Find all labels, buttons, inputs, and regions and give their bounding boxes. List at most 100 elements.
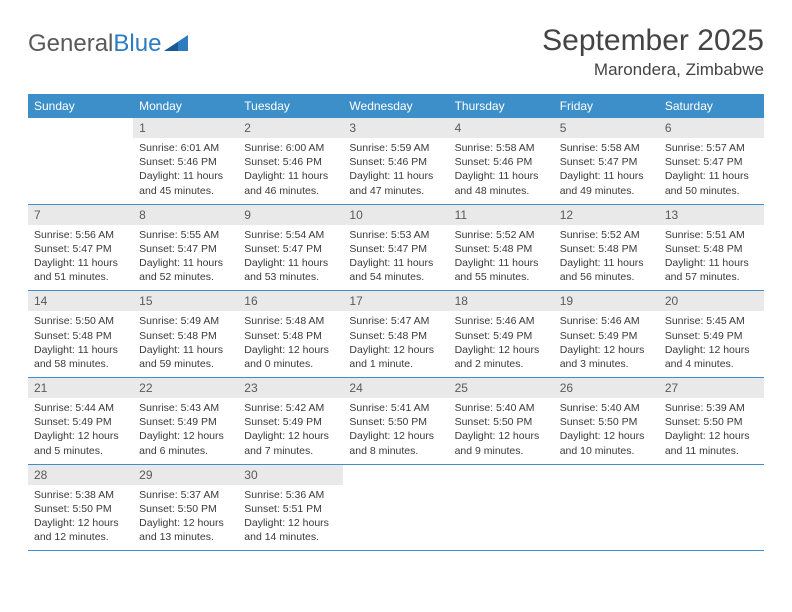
day-info-line: Daylight: 11 hours [665,256,758,270]
day-body: Sunrise: 5:40 AMSunset: 5:50 PMDaylight:… [554,398,659,464]
week-row: 14Sunrise: 5:50 AMSunset: 5:48 PMDayligh… [28,291,764,378]
day-info-line: and 47 minutes. [349,184,442,198]
day-body: Sunrise: 5:55 AMSunset: 5:47 PMDaylight:… [133,225,238,291]
day-number: 13 [659,205,764,225]
day-info-line: Sunset: 5:49 PM [139,415,232,429]
day-info-line: Sunrise: 5:50 AM [34,314,127,328]
day-info-line: Sunrise: 5:57 AM [665,141,758,155]
logo: GeneralBlue [28,30,188,58]
day-info-line: Daylight: 11 hours [665,169,758,183]
day-info-line: Daylight: 12 hours [34,429,127,443]
day-info-line: Sunrise: 5:43 AM [139,401,232,415]
day-number: 1 [133,118,238,138]
day-number: 7 [28,205,133,225]
day-info-line: Sunset: 5:48 PM [455,242,548,256]
weekday-header: Saturday [659,94,764,118]
day-body: Sunrise: 5:42 AMSunset: 5:49 PMDaylight:… [238,398,343,464]
day-body: Sunrise: 5:47 AMSunset: 5:48 PMDaylight:… [343,311,448,377]
day-body: Sunrise: 5:49 AMSunset: 5:48 PMDaylight:… [133,311,238,377]
day-info-line: Sunrise: 5:41 AM [349,401,442,415]
day-number: 12 [554,205,659,225]
day-info-line: Daylight: 11 hours [244,169,337,183]
day-info-line: and 3 minutes. [560,357,653,371]
day-body: Sunrise: 5:41 AMSunset: 5:50 PMDaylight:… [343,398,448,464]
day-body: Sunrise: 5:45 AMSunset: 5:49 PMDaylight:… [659,311,764,377]
day-info-line: Sunset: 5:49 PM [34,415,127,429]
day-info-line: Sunrise: 5:53 AM [349,228,442,242]
day-info-line: and 56 minutes. [560,270,653,284]
day-info-line: Daylight: 11 hours [139,256,232,270]
day-info-line: Daylight: 12 hours [455,343,548,357]
day-cell: 29Sunrise: 5:37 AMSunset: 5:50 PMDayligh… [133,465,238,551]
day-info-line: and 50 minutes. [665,184,758,198]
day-info-line: Sunset: 5:47 PM [139,242,232,256]
day-body: Sunrise: 5:52 AMSunset: 5:48 PMDaylight:… [554,225,659,291]
day-info-line: Daylight: 11 hours [244,256,337,270]
day-cell: 8Sunrise: 5:55 AMSunset: 5:47 PMDaylight… [133,205,238,291]
day-cell [554,465,659,551]
day-info-line: Daylight: 12 hours [455,429,548,443]
day-number: 30 [238,465,343,485]
day-info-line: Daylight: 12 hours [34,516,127,530]
day-info-line: Sunset: 5:50 PM [139,502,232,516]
weekday-header: Thursday [449,94,554,118]
day-info-line: Sunset: 5:48 PM [349,329,442,343]
day-info-line: Daylight: 11 hours [560,256,653,270]
day-info-line: and 0 minutes. [244,357,337,371]
day-body: Sunrise: 5:46 AMSunset: 5:49 PMDaylight:… [554,311,659,377]
day-number: 11 [449,205,554,225]
day-info-line: Sunset: 5:46 PM [244,155,337,169]
day-number: 16 [238,291,343,311]
day-info-line: and 10 minutes. [560,444,653,458]
day-info-line: Daylight: 11 hours [34,343,127,357]
day-number: 6 [659,118,764,138]
day-info-line: Sunset: 5:46 PM [139,155,232,169]
day-info-line: Daylight: 11 hours [349,256,442,270]
day-body: Sunrise: 5:39 AMSunset: 5:50 PMDaylight:… [659,398,764,464]
day-info-line: Sunset: 5:50 PM [455,415,548,429]
day-info-line: and 58 minutes. [34,357,127,371]
day-info-line: Sunset: 5:48 PM [560,242,653,256]
day-info-line: Daylight: 12 hours [244,429,337,443]
day-info-line: and 54 minutes. [349,270,442,284]
location: Marondera, Zimbabwe [542,60,764,80]
day-body: Sunrise: 5:53 AMSunset: 5:47 PMDaylight:… [343,225,448,291]
day-info-line: Sunset: 5:48 PM [139,329,232,343]
day-cell: 20Sunrise: 5:45 AMSunset: 5:49 PMDayligh… [659,291,764,377]
day-info-line: Sunrise: 5:48 AM [244,314,337,328]
day-number: 23 [238,378,343,398]
day-cell: 2Sunrise: 6:00 AMSunset: 5:46 PMDaylight… [238,118,343,204]
day-info-line: Sunset: 5:49 PM [455,329,548,343]
day-cell: 12Sunrise: 5:52 AMSunset: 5:48 PMDayligh… [554,205,659,291]
week-row: 7Sunrise: 5:56 AMSunset: 5:47 PMDaylight… [28,205,764,292]
week-row: 21Sunrise: 5:44 AMSunset: 5:49 PMDayligh… [28,378,764,465]
day-info-line: Sunrise: 5:51 AM [665,228,758,242]
day-info-line: and 1 minute. [349,357,442,371]
day-info-line: Sunset: 5:48 PM [34,329,127,343]
day-info-line: Sunset: 5:50 PM [665,415,758,429]
day-info-line: and 57 minutes. [665,270,758,284]
day-cell [343,465,448,551]
day-info-line: Daylight: 12 hours [560,343,653,357]
day-info-line: Daylight: 12 hours [139,516,232,530]
day-info-line: Sunrise: 5:42 AM [244,401,337,415]
day-body: Sunrise: 5:59 AMSunset: 5:46 PMDaylight:… [343,138,448,204]
logo-text-gray: General [28,30,113,58]
day-info-line: Sunset: 5:47 PM [665,155,758,169]
day-info-line: Sunset: 5:51 PM [244,502,337,516]
day-info-line: Daylight: 11 hours [560,169,653,183]
weeks-container: 1Sunrise: 6:01 AMSunset: 5:46 PMDaylight… [28,118,764,551]
day-info-line: Daylight: 11 hours [34,256,127,270]
day-body: Sunrise: 5:58 AMSunset: 5:46 PMDaylight:… [449,138,554,204]
day-number: 15 [133,291,238,311]
day-info-line: Sunset: 5:47 PM [349,242,442,256]
day-info-line: Daylight: 11 hours [139,343,232,357]
day-info-line: and 11 minutes. [665,444,758,458]
week-row: 1Sunrise: 6:01 AMSunset: 5:46 PMDaylight… [28,118,764,205]
day-cell [659,465,764,551]
day-info-line: Sunset: 5:47 PM [34,242,127,256]
day-number: 10 [343,205,448,225]
day-info-line: Daylight: 12 hours [139,429,232,443]
day-body: Sunrise: 5:52 AMSunset: 5:48 PMDaylight:… [449,225,554,291]
day-number: 27 [659,378,764,398]
